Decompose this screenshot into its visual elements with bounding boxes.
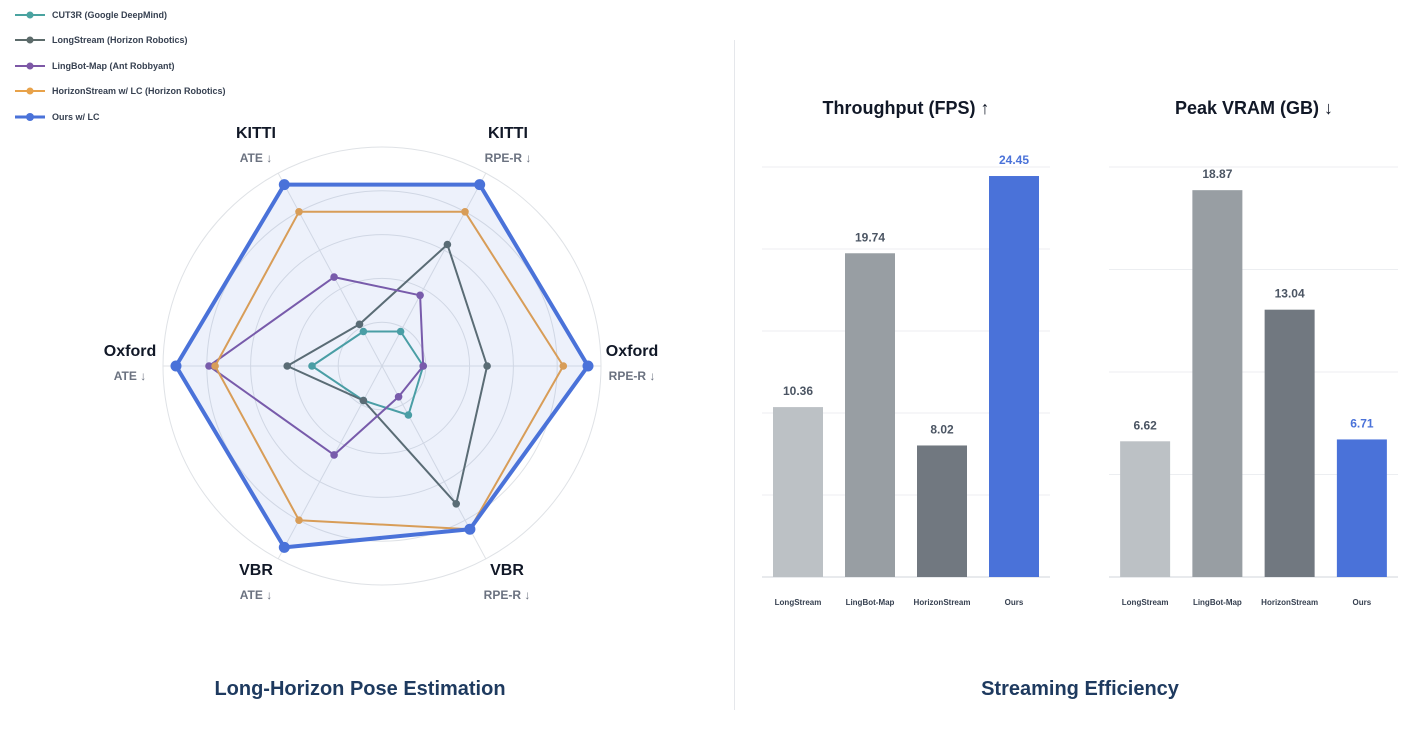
panel-divider: [734, 40, 735, 710]
bar-category-label: LongStream: [1122, 598, 1169, 607]
legend-swatch-icon: [15, 112, 45, 121]
radar-point: [355, 320, 364, 329]
legend-swatch-icon: [15, 62, 45, 70]
legend-swatch-icon: [15, 11, 45, 19]
bar-category-label: Ours: [1005, 598, 1024, 607]
bar: [845, 253, 895, 577]
bar-category-label: HorizonStream: [1261, 598, 1318, 607]
legend-label: Ours w/ LC: [52, 111, 100, 122]
bar-value-label: 24.45: [999, 153, 1029, 167]
bar-category-label: LingBot-Map: [846, 598, 895, 607]
legend-item: LingBot-Map (Ant Robbyant): [14, 53, 226, 79]
radar-point: [170, 360, 182, 372]
radar-point: [359, 396, 368, 405]
radar-point: [394, 393, 403, 401]
throughput-chart-title: Throughput (FPS) ↑: [823, 98, 990, 118]
bar-value-label: 18.87: [1202, 167, 1232, 181]
bar-charts: Throughput (FPS) ↑ 10.36 LongStream 19.74 Li…: [762, 98, 1398, 607]
radar-axis-label: KITTI: [488, 125, 528, 142]
radar-point: [205, 362, 213, 370]
legend-swatch-icon: [15, 36, 45, 44]
radar-point: [452, 500, 461, 508]
bar: [1264, 309, 1315, 577]
legend-label: LingBot-Map (Ant Robbyant): [52, 60, 175, 71]
bar-category-label: LingBot-Map: [1193, 598, 1242, 607]
radar-point: [283, 362, 292, 370]
radar-point: [295, 516, 303, 524]
radar-point: [474, 179, 486, 191]
radar-axis-label: KITTI: [236, 125, 276, 142]
legend-label: HorizonStream w/ LC (Horizon Robotics): [52, 86, 226, 97]
radar-chart: KITTI ATE ↓ KITTI RPE-R ↓ Oxford RPE-R ↓ VBR RP…: [104, 125, 658, 602]
legend-swatch-marker: [26, 36, 34, 44]
footer-streaming-efficiency: Streaming Efficiency: [981, 678, 1179, 700]
bar-value-label: 6.62: [1133, 418, 1157, 432]
bar-value-label: 10.36: [783, 384, 813, 398]
radar-axis-label: VBR: [239, 562, 273, 579]
footer-pose-estimation: Long-Horizon Pose Estimation: [214, 678, 506, 700]
bar: [1120, 441, 1171, 577]
radar-point: [396, 327, 405, 336]
bar: [917, 445, 967, 577]
radar-point: [404, 411, 413, 419]
radar-point: [278, 541, 290, 553]
legend-item: LongStream (Horizon Robotics): [14, 28, 226, 54]
bar: [989, 176, 1039, 577]
radar-point: [461, 208, 469, 216]
legend-swatch-icon: [15, 87, 45, 95]
bar-category-label: HorizonStream: [914, 598, 971, 607]
bar-category-label: LongStream: [775, 598, 822, 607]
legend-swatch-marker: [26, 112, 34, 121]
radar-axis-metric: ATE ↓: [240, 588, 272, 602]
legend: CUT3R (Google DeepMind) LongStream (Horiz…: [14, 2, 226, 130]
radar-axis-label: VBR: [490, 562, 524, 579]
radar-point: [464, 523, 476, 535]
radar-point: [559, 362, 568, 370]
radar-point: [582, 360, 594, 372]
radar-series-line: [174, 182, 590, 550]
vram-chart-title: Peak VRAM (GB) ↓: [1175, 98, 1333, 118]
legend-label: CUT3R (Google DeepMind): [52, 9, 167, 20]
legend-item: HorizonStream w/ LC (Horizon Robotics): [14, 79, 226, 105]
radar-point: [419, 362, 428, 370]
legend-item: Ours w/ LC: [14, 104, 226, 130]
radar-axis-metric: ATE ↓: [114, 369, 146, 383]
radar-point: [416, 291, 424, 300]
radar-point: [443, 240, 452, 249]
radar-point: [483, 362, 491, 370]
legend-item: CUT3R (Google DeepMind): [14, 2, 226, 28]
radar-point: [359, 327, 368, 336]
radar-point: [211, 362, 219, 370]
radar-axis-metric: RPE-R ↓: [609, 369, 656, 383]
bar: [1192, 190, 1243, 578]
legend-label: LongStream (Horizon Robotics): [52, 35, 188, 46]
radar-point: [295, 208, 303, 216]
radar-axis-metric: ATE ↓: [240, 151, 272, 165]
legend-swatch-marker: [26, 87, 34, 95]
radar-point: [308, 362, 316, 370]
radar-point: [278, 179, 290, 191]
legend-swatch-marker: [26, 62, 34, 70]
bar-value-label: 8.02: [930, 422, 954, 436]
bar-value-label: 13.04: [1275, 287, 1305, 301]
bar-category-label: Ours: [1353, 598, 1372, 607]
radar-point: [330, 273, 338, 281]
bar-value-label: 19.74: [855, 230, 885, 244]
bar-value-label: 6.71: [1350, 416, 1374, 430]
radar-axis-metric: RPE-R ↓: [484, 588, 531, 602]
radar-axis-label: Oxford: [104, 343, 156, 360]
bar: [773, 407, 823, 577]
radar-point: [330, 451, 338, 459]
radar-axis-label: Oxford: [606, 343, 658, 360]
legend-swatch-marker: [26, 11, 34, 19]
radar-axis-metric: RPE-R ↓: [485, 151, 532, 165]
bar: [1336, 439, 1387, 577]
